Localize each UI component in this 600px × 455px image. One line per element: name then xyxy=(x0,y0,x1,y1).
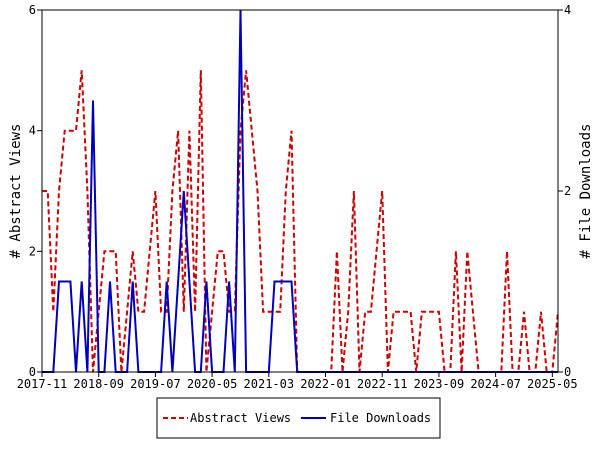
series-line-abstract-views xyxy=(42,70,559,373)
x-tick-label: 2022-01 xyxy=(300,377,351,391)
y-tick-label: 2 xyxy=(29,244,36,258)
y-tick-label: 6 xyxy=(29,3,36,17)
x-tick-label: 2017-11 xyxy=(17,377,68,391)
x-tick-label: 2025-05 xyxy=(527,377,578,391)
y2-tick-label: 0 xyxy=(564,365,571,379)
x-tick-label: 2023-09 xyxy=(414,377,465,391)
y2-tick-label: 4 xyxy=(564,3,571,17)
y-axis-title-right: # File Downloads xyxy=(578,124,594,259)
x-tick-label: 2024-07 xyxy=(470,377,521,391)
series-layer xyxy=(42,9,559,373)
y-axis-title-left: # Abstract Views xyxy=(8,124,24,259)
y-tick-label: 4 xyxy=(29,124,36,138)
x-tick-label: 2021-03 xyxy=(244,377,295,391)
legend-label-abstract-views: Abstract Views xyxy=(190,411,291,425)
x-tick-label: 2018-09 xyxy=(73,377,124,391)
y2-tick-label: 2 xyxy=(564,184,571,198)
x-tick-label: 2020-05 xyxy=(187,377,238,391)
x-tick-label: 2019-07 xyxy=(130,377,181,391)
legend: Abstract Views File Downloads xyxy=(156,397,441,439)
y-tick-label: 0 xyxy=(29,365,36,379)
ticks-layer: 0 2 4 6 0 2 4 2017-11 2018-09 2019-07 2020-05 2021-… xyxy=(17,3,578,391)
legend-label-file-downloads: File Downloads xyxy=(330,411,431,425)
legend-box xyxy=(156,397,441,439)
x-tick-label: 2022-11 xyxy=(357,377,408,391)
